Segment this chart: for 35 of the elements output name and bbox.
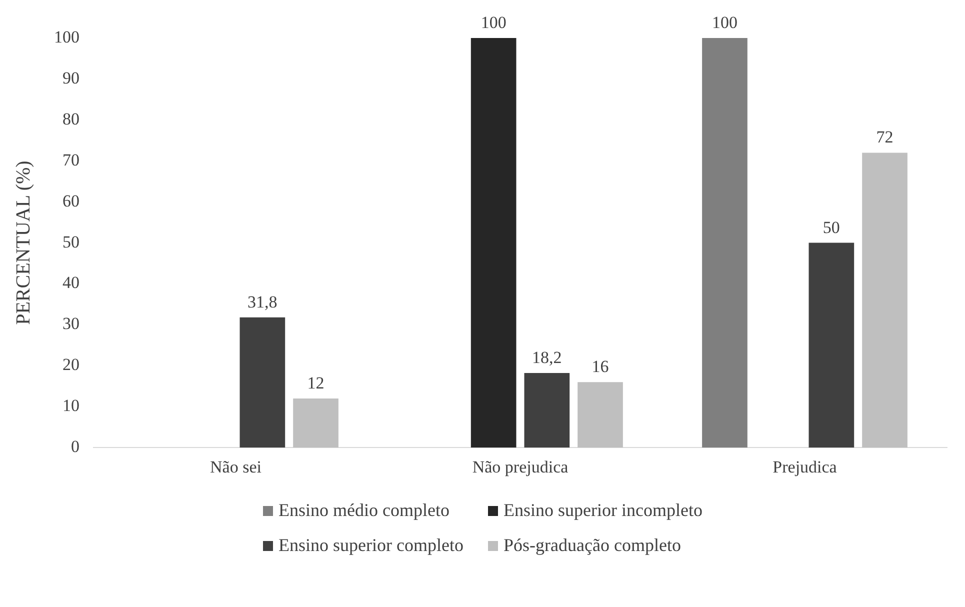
data-label: 12 [307, 373, 324, 392]
y-tick-label: 10 [62, 396, 80, 416]
bar [470, 38, 516, 448]
bar [293, 398, 338, 448]
data-label: 100 [712, 12, 738, 32]
bar [524, 373, 570, 448]
y-axis-title: PERCENTUAL (%) [12, 160, 34, 325]
x-tick-label: Não sei [210, 457, 262, 476]
y-tick-label: 0 [71, 437, 80, 456]
bar [862, 152, 908, 448]
x-tick-label: Não prejudica [472, 457, 569, 476]
y-tick-label: 70 [62, 150, 80, 170]
data-label: 100 [480, 12, 506, 32]
data-label: 18,2 [532, 348, 562, 368]
data-label: 16 [592, 357, 609, 376]
legend-label: Ensino médio completo [278, 500, 450, 521]
y-tick-label: 20 [62, 355, 80, 374]
y-tick-label: 100 [54, 27, 80, 46]
y-tick-label: 30 [62, 314, 80, 334]
data-label: 50 [822, 218, 840, 237]
y-tick-label: 40 [62, 273, 80, 292]
y-tick-label: 50 [62, 232, 80, 252]
legend-label: Ensino superior incompleto [504, 500, 702, 521]
legend-label: Pós-graduação completo [504, 535, 681, 556]
legend-label: Ensino superior completo [278, 535, 464, 556]
bar [240, 317, 286, 448]
bar [702, 38, 748, 448]
bar [578, 382, 623, 448]
data-label: 72 [876, 128, 894, 147]
y-tick-label: 90 [62, 68, 80, 88]
y-tick-label: 60 [62, 191, 80, 210]
y-tick-label: 80 [62, 109, 80, 128]
x-tick-label: Prejudica [772, 457, 838, 476]
data-label: 31,8 [248, 292, 278, 312]
bar [808, 242, 854, 448]
